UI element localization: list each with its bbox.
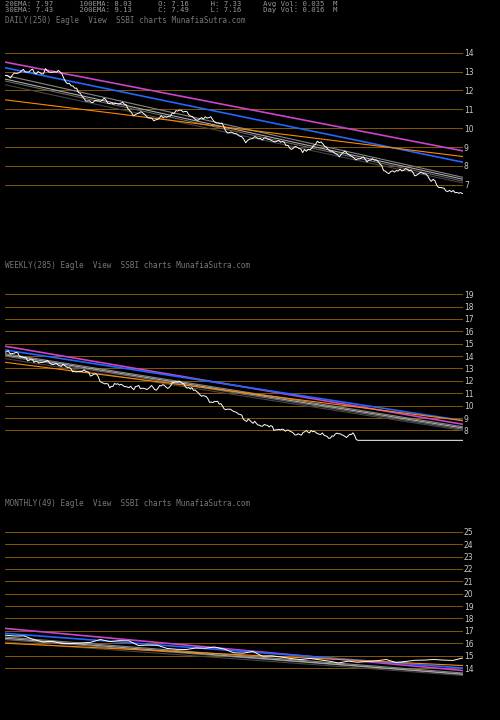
Text: MONTHLY(49) Eagle  View  SSBI charts MunafiaSutra.com: MONTHLY(49) Eagle View SSBI charts Munaf… [5,498,250,508]
Text: 20EMA: 7.97      100EMA: 8.03      O: 7.16     H: 7.33     Avg Vol: 0.035  M: 20EMA: 7.97 100EMA: 8.03 O: 7.16 H: 7.33… [5,1,338,7]
Text: DAILY(250) Eagle  View  SSBI charts MunafiaSutra.com: DAILY(250) Eagle View SSBI charts Munafi… [5,17,246,25]
Text: WEEKLY(285) Eagle  View  SSBI charts MunafiaSutra.com: WEEKLY(285) Eagle View SSBI charts Munaf… [5,261,250,270]
Text: 30EMA: 7.43      200EMA: 9.13      C: 7.49     L: 7.16     Day Vol: 0.016  M: 30EMA: 7.43 200EMA: 9.13 C: 7.49 L: 7.16… [5,7,338,13]
